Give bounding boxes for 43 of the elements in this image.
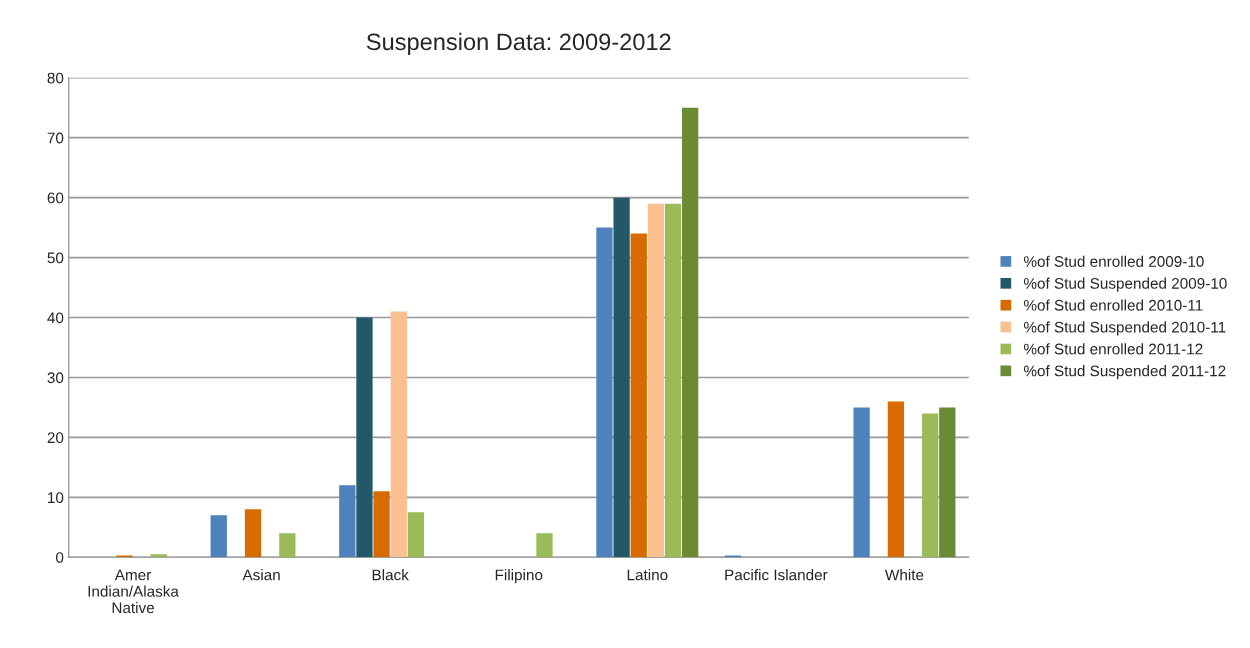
legend-label: %of Stud enrolled 2010-11 [1023, 299, 1203, 311]
legend-label: %of Stud enrolled 2011-12 [1023, 343, 1203, 355]
y-tick-label: 10 [48, 492, 64, 504]
bar [390, 311, 407, 558]
chart-title: Suspension Data: 2009-2012 [366, 32, 671, 55]
legend-label: %of Stud Suspended 2011-12 [1023, 365, 1226, 380]
x-tick-label: Pacific Islander [725, 569, 828, 581]
bar [922, 413, 939, 558]
bar [647, 203, 665, 558]
bar [939, 407, 956, 558]
x-tick-label: Amer Indian/Alaska Native [88, 569, 179, 614]
bar [373, 491, 390, 558]
bar [887, 401, 905, 558]
bar [682, 107, 699, 558]
bar [356, 317, 373, 558]
bar [664, 203, 682, 558]
bar [853, 407, 870, 558]
bar [407, 512, 425, 558]
bar [613, 197, 630, 558]
legend-label: %of Stud Suspended 2009-10 [1023, 277, 1227, 292]
legend-label: %of Stud enrolled 2009-10 [1023, 255, 1204, 267]
y-tick-label: 50 [47, 252, 64, 264]
bar [279, 533, 296, 558]
bar [150, 554, 167, 558]
legend-label: %of Stud Suspended 2010-11 [1023, 321, 1226, 336]
y-tick-label: 40 [47, 312, 64, 324]
y-tick-label: 20 [47, 432, 64, 444]
bar [244, 509, 262, 558]
y-tick-label: 30 [47, 372, 64, 384]
x-tick-label: Asian [242, 569, 280, 581]
x-tick-label: Black [372, 569, 409, 581]
bar [630, 233, 647, 558]
bar [210, 515, 227, 558]
y-tick-label: 60 [47, 192, 64, 204]
y-tick-label: 0 [55, 552, 64, 563]
y-tick-label: 70 [47, 132, 64, 144]
x-tick-label: Filipino [495, 569, 543, 584]
bar [596, 227, 613, 558]
bar [339, 485, 356, 558]
bar [536, 533, 553, 558]
y-tick-label: 80 [47, 72, 64, 84]
x-tick-label: White [885, 569, 924, 581]
x-tick-label: Latino [627, 569, 668, 581]
